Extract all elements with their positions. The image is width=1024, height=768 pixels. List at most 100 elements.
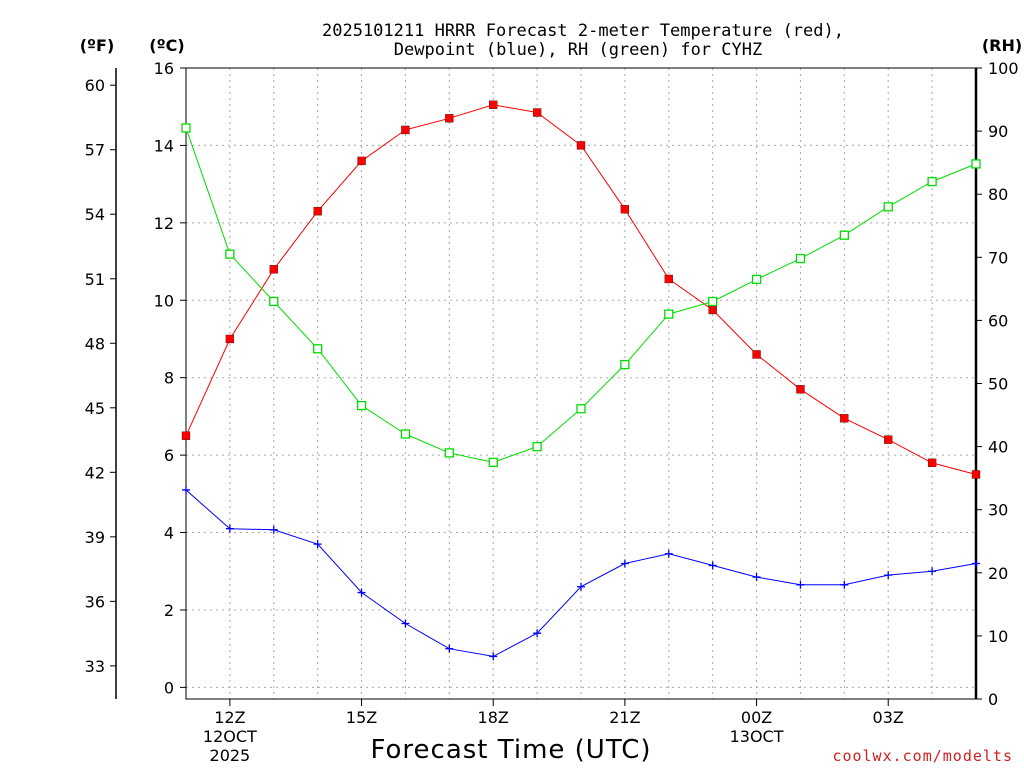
rh-point xyxy=(225,249,235,259)
dewpoint-point xyxy=(884,571,893,580)
fahrenheit-unit-label: (ºF) xyxy=(80,36,115,55)
temperature-point xyxy=(181,431,191,440)
rh-point xyxy=(444,448,454,458)
rh-point xyxy=(795,253,806,264)
celsius-unit-label: (ºC) xyxy=(149,36,184,55)
temperature-point xyxy=(532,108,542,117)
temperature-point xyxy=(489,100,498,109)
x-tick-label: 15Z xyxy=(346,708,377,727)
dewpoint-point xyxy=(225,524,234,533)
celsius-tick-label: 12 xyxy=(154,214,174,233)
rh-tick-label: 10 xyxy=(988,627,1008,646)
dewpoint-point xyxy=(577,582,585,591)
rh-tick-label: 90 xyxy=(988,122,1008,141)
x-tick-date-label: 13OCT xyxy=(730,727,784,746)
series-dewpoint xyxy=(182,485,980,661)
x-tick-label: 00Z xyxy=(741,708,772,727)
fahrenheit-tick-label: 54 xyxy=(85,205,105,224)
dewpoint-point xyxy=(708,561,717,570)
x-tick-label: 03Z xyxy=(873,708,904,727)
temperature-point xyxy=(664,274,673,284)
dewpoint-point xyxy=(357,588,366,597)
dewpoint-point xyxy=(928,567,937,576)
dewpoint-point xyxy=(664,549,673,558)
temperature-point xyxy=(840,414,849,423)
dewpoint-point xyxy=(401,619,410,628)
temperature-point xyxy=(796,385,805,394)
rh-tick-label: 70 xyxy=(988,248,1008,267)
rh-point xyxy=(664,309,674,319)
celsius-tick-label: 16 xyxy=(154,59,174,78)
credit-link[interactable]: coolwx.com/modelts xyxy=(832,747,1013,765)
rh-point xyxy=(400,429,411,439)
rh-tick-label: 60 xyxy=(988,311,1008,330)
rh-tick-label: 50 xyxy=(988,375,1008,394)
series-temperature xyxy=(181,100,981,479)
x-tick-label: 21Z xyxy=(609,708,640,727)
temperature-point xyxy=(401,125,410,135)
axes xyxy=(110,67,982,706)
temperature-line xyxy=(185,104,977,475)
fahrenheit-tick-label: 39 xyxy=(85,528,105,547)
dewpoint-point xyxy=(445,644,454,653)
rh-point xyxy=(576,404,586,414)
rh-point xyxy=(927,176,937,187)
rh-point xyxy=(181,123,191,133)
temperature-point xyxy=(620,205,630,214)
rh-unit-label: (RH) xyxy=(982,36,1022,55)
fahrenheit-tick-label: 60 xyxy=(85,76,105,95)
rh-point xyxy=(532,441,542,452)
rh-point xyxy=(488,457,498,468)
fahrenheit-tick-label: 45 xyxy=(85,399,105,418)
rh-point xyxy=(839,230,849,240)
celsius-tick-label: 6 xyxy=(164,446,174,465)
temperature-point xyxy=(971,470,981,479)
rh-tick-label: 100 xyxy=(988,59,1019,78)
x-axis-label: Forecast Time (UTC) xyxy=(370,735,651,765)
dewpoint-point xyxy=(533,629,542,638)
celsius-tick-label: 8 xyxy=(164,369,174,388)
temperature-point xyxy=(445,114,454,123)
rh-tick-label: 80 xyxy=(988,185,1008,204)
rh-point xyxy=(269,296,279,307)
temperature-point xyxy=(708,305,717,315)
rh-point xyxy=(356,400,367,411)
rh-point xyxy=(620,359,630,370)
fahrenheit-tick-label: 57 xyxy=(85,141,105,160)
x-tick-label: 18Z xyxy=(478,708,509,727)
dewpoint-point xyxy=(796,580,805,589)
fahrenheit-tick-label: 42 xyxy=(85,463,105,482)
dewpoint-point xyxy=(313,540,322,549)
celsius-tick-label: 0 xyxy=(164,678,174,697)
chart-title-line-1: 2025101211 HRRR Forecast 2-meter Tempera… xyxy=(322,21,844,41)
chart-title-line-2: Dewpoint (blue), RH (green) for CYHZ xyxy=(394,40,762,60)
plot-frame xyxy=(185,67,977,700)
rh-tick-label: 30 xyxy=(988,501,1008,520)
temperature-point xyxy=(357,156,366,166)
dewpoint-point xyxy=(972,559,980,568)
rh-point xyxy=(971,159,981,169)
temperature-point xyxy=(927,458,937,468)
fahrenheit-tick-label: 51 xyxy=(85,270,105,289)
dewpoint-point xyxy=(269,525,278,534)
temperature-point xyxy=(576,141,586,150)
series-rh xyxy=(181,123,981,468)
rh-point xyxy=(708,296,718,307)
fahrenheit-tick-label: 33 xyxy=(85,657,105,676)
temperature-point xyxy=(269,265,278,274)
celsius-tick-label: 4 xyxy=(164,524,174,543)
dewpoint-point xyxy=(489,652,498,661)
celsius-tick-label: 14 xyxy=(154,136,174,155)
grid-lines xyxy=(186,67,976,699)
rh-tick-label: 20 xyxy=(988,564,1008,583)
rh-point xyxy=(883,202,893,212)
dewpoint-point xyxy=(752,573,761,582)
rh-tick-label: 40 xyxy=(988,438,1008,457)
celsius-tick-label: 10 xyxy=(154,291,174,310)
rh-point xyxy=(751,274,762,285)
rh-point xyxy=(313,344,323,354)
x-tick-year-label: 2025 xyxy=(210,746,251,765)
temperature-point xyxy=(752,350,761,359)
temperature-point xyxy=(313,207,322,216)
